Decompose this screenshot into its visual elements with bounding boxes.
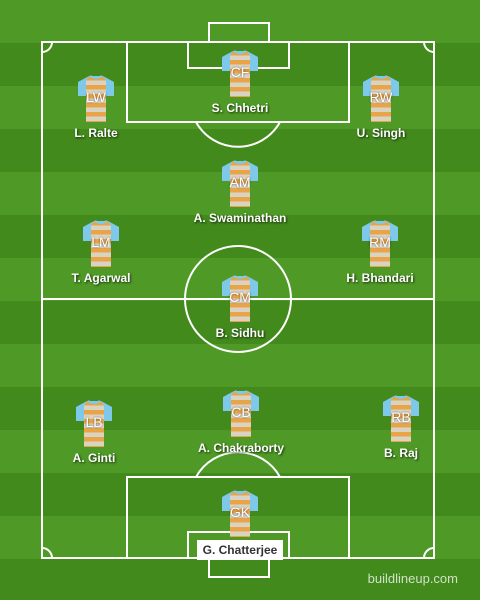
player-gk[interactable]: GK G. Chatterjee [175, 489, 305, 560]
position-label: CF [230, 64, 250, 80]
jersey-icon: LW [74, 74, 118, 124]
player-name: B. Raj [383, 446, 418, 460]
player-name: S. Chhetri [211, 101, 269, 115]
player-lm[interactable]: LM T. Agarwal [36, 219, 166, 287]
top-penalty-arc [195, 121, 281, 148]
jersey-icon: AM [218, 159, 262, 209]
corner-arc-bottom-left [41, 547, 53, 559]
player-rw[interactable]: RW U. Singh [316, 74, 446, 142]
jersey-icon: LB [72, 399, 116, 449]
player-lw[interactable]: LW L. Ralte [31, 74, 161, 142]
jersey-icon: RM [358, 219, 402, 269]
jersey-icon: GK [218, 489, 262, 539]
jersey-icon: CF [218, 49, 262, 99]
position-label: LW [86, 89, 106, 105]
position-label: CB [231, 404, 251, 420]
player-name: A. Swaminathan [193, 211, 287, 225]
player-cb[interactable]: CB A. Chakraborty [176, 389, 306, 457]
player-am[interactable]: AM A. Swaminathan [175, 159, 305, 227]
player-name: A. Chakraborty [197, 441, 285, 455]
player-name: T. Agarwal [71, 271, 131, 285]
corner-arc-bottom-right [423, 547, 435, 559]
position-label: RW [369, 89, 393, 105]
top-goal [208, 22, 270, 43]
bottom-penalty-arc [195, 451, 281, 478]
position-label: RB [391, 409, 411, 425]
player-rb[interactable]: RB B. Raj [336, 394, 466, 462]
player-name: H. Bhandari [346, 271, 414, 285]
center-circle [184, 245, 292, 353]
jersey-icon: LM [79, 219, 123, 269]
position-label: LB [85, 414, 103, 430]
player-cm[interactable]: CM B. Sidhu [175, 274, 305, 342]
player-name: B. Sidhu [215, 326, 265, 340]
position-label: CM [229, 289, 251, 305]
player-rm[interactable]: RM H. Bhandari [315, 219, 445, 287]
player-name: G. Chatterjee [196, 540, 284, 560]
player-cf[interactable]: CF S. Chhetri [175, 49, 305, 117]
corner-arc-top-left [41, 41, 53, 53]
player-name: L. Ralte [74, 126, 118, 140]
jersey-icon: CM [218, 274, 262, 324]
jersey-icon: RW [359, 74, 403, 124]
position-label: GK [229, 504, 251, 520]
player-lb[interactable]: LB A. Ginti [29, 399, 159, 467]
player-name: U. Singh [356, 126, 406, 140]
jersey-icon: RB [379, 394, 423, 444]
player-name: A. Ginti [72, 451, 116, 465]
bottom-goal [208, 557, 270, 578]
corner-arc-top-right [423, 41, 435, 53]
position-label: AM [229, 174, 251, 190]
site-watermark: buildlineup.com [367, 571, 458, 586]
position-label: LM [91, 234, 111, 250]
jersey-icon: CB [219, 389, 263, 439]
position-label: RM [369, 234, 391, 250]
